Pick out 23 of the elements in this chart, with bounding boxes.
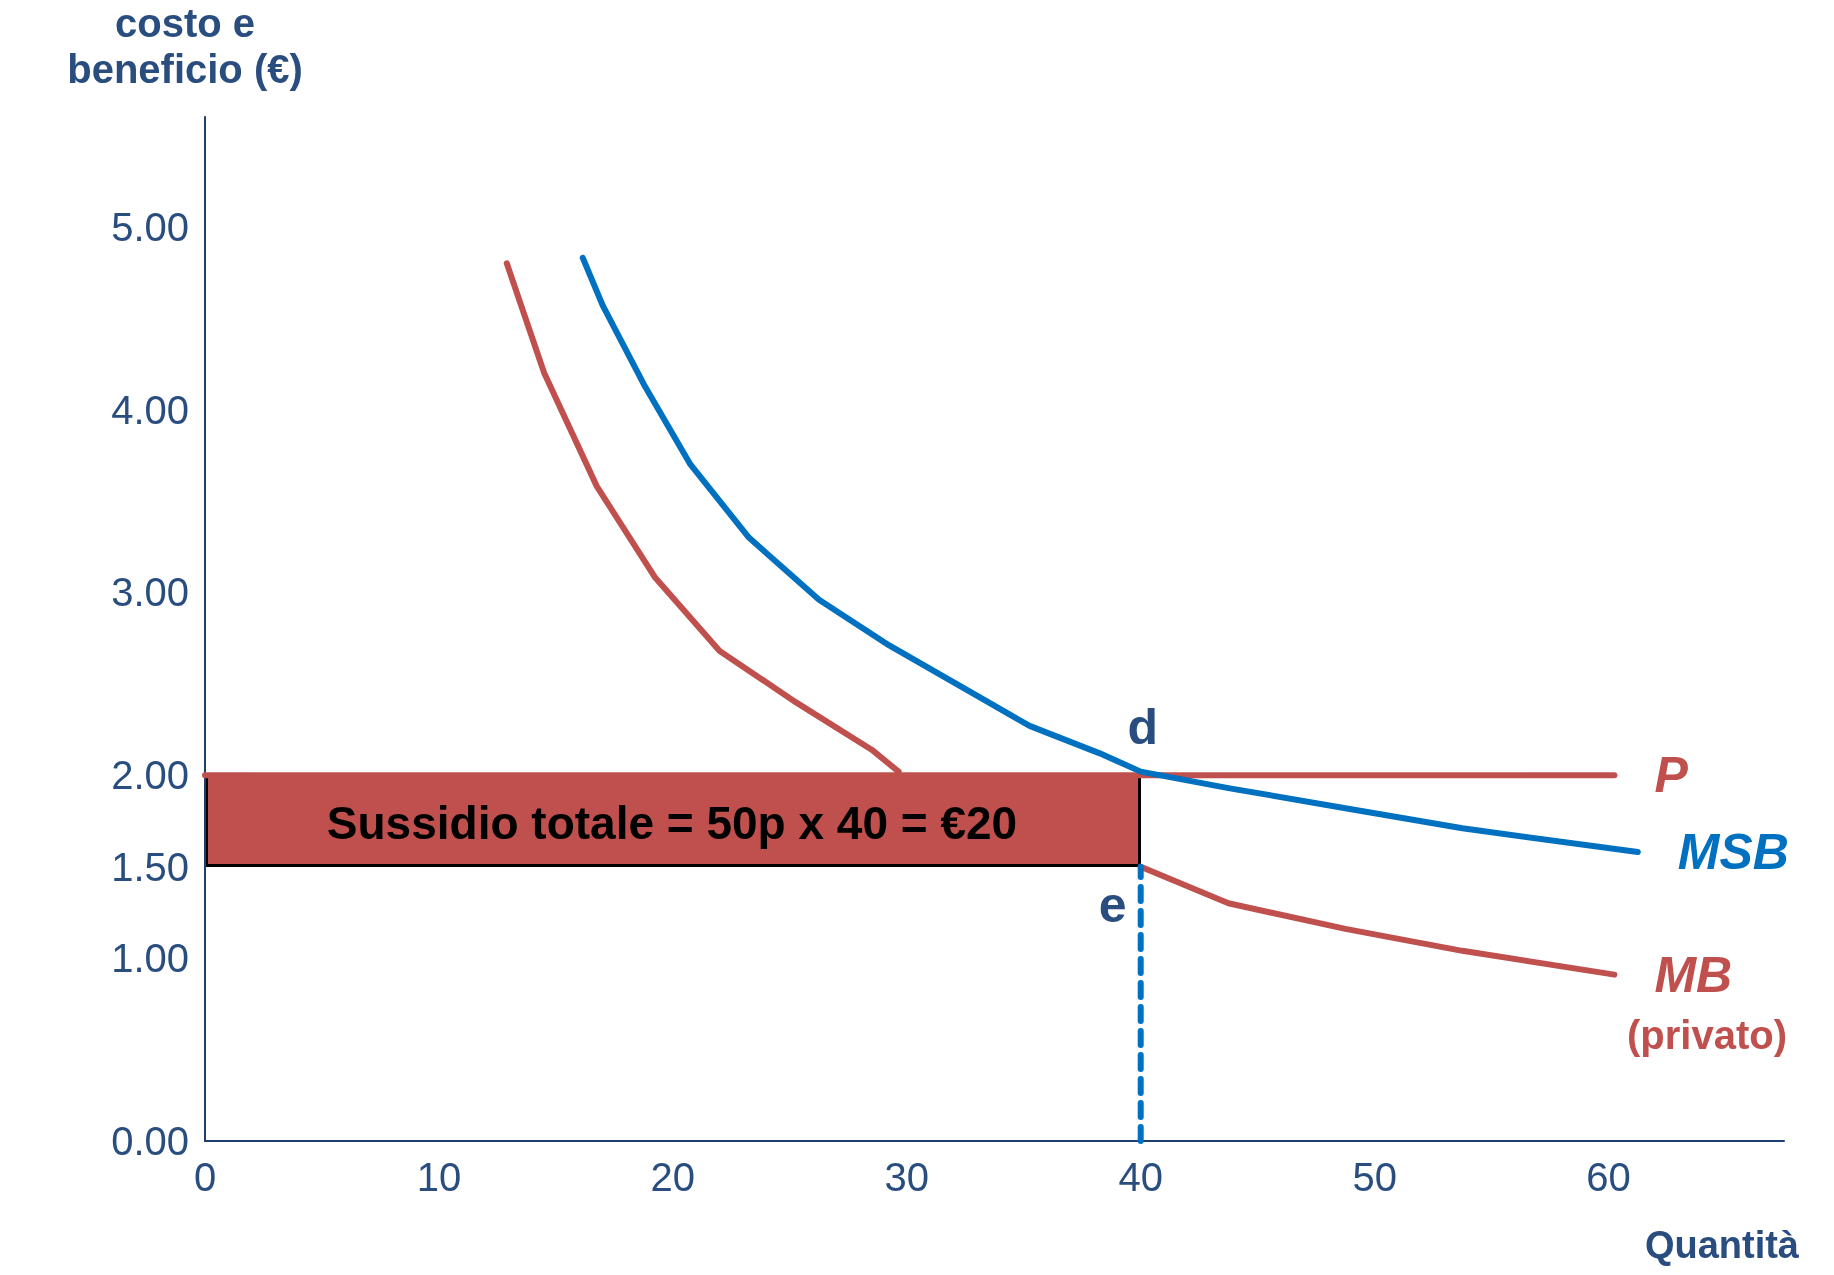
annotation: (privato)	[1627, 1013, 1787, 1057]
y-tick-label: 5.00	[111, 204, 189, 249]
annotation: e	[1098, 876, 1127, 933]
x-axis-title: Quantità	[1644, 1224, 1800, 1266]
y-tick-label: 0.00	[111, 1119, 189, 1163]
series-label: P	[1654, 747, 1689, 804]
x-tick-label: 10	[416, 1155, 462, 1199]
annotation: d	[1127, 698, 1158, 755]
series-label: MSB	[1677, 824, 1789, 881]
y-tick-label: 2.00	[111, 753, 189, 798]
series-label: MB	[1654, 946, 1733, 1003]
x-tick-label: 60	[1586, 1155, 1631, 1199]
y-tick-label: 1.00	[111, 936, 189, 981]
annotation: Sussidio totale = 50p x 40 = €20	[326, 797, 1018, 849]
x-tick-label: 50	[1352, 1155, 1397, 1199]
y-axis-title: costo e beneficio (€)	[67, 1, 303, 91]
y-tick-label: 3.00	[111, 570, 189, 615]
x-tick-label: 0	[193, 1155, 217, 1199]
y-tick-label: 4.00	[111, 387, 189, 432]
x-tick-label: 30	[884, 1155, 930, 1199]
x-tick-label: 40	[1118, 1155, 1163, 1199]
x-tick-label: 20	[650, 1155, 696, 1199]
y-tick-label: 1.50	[111, 844, 189, 889]
